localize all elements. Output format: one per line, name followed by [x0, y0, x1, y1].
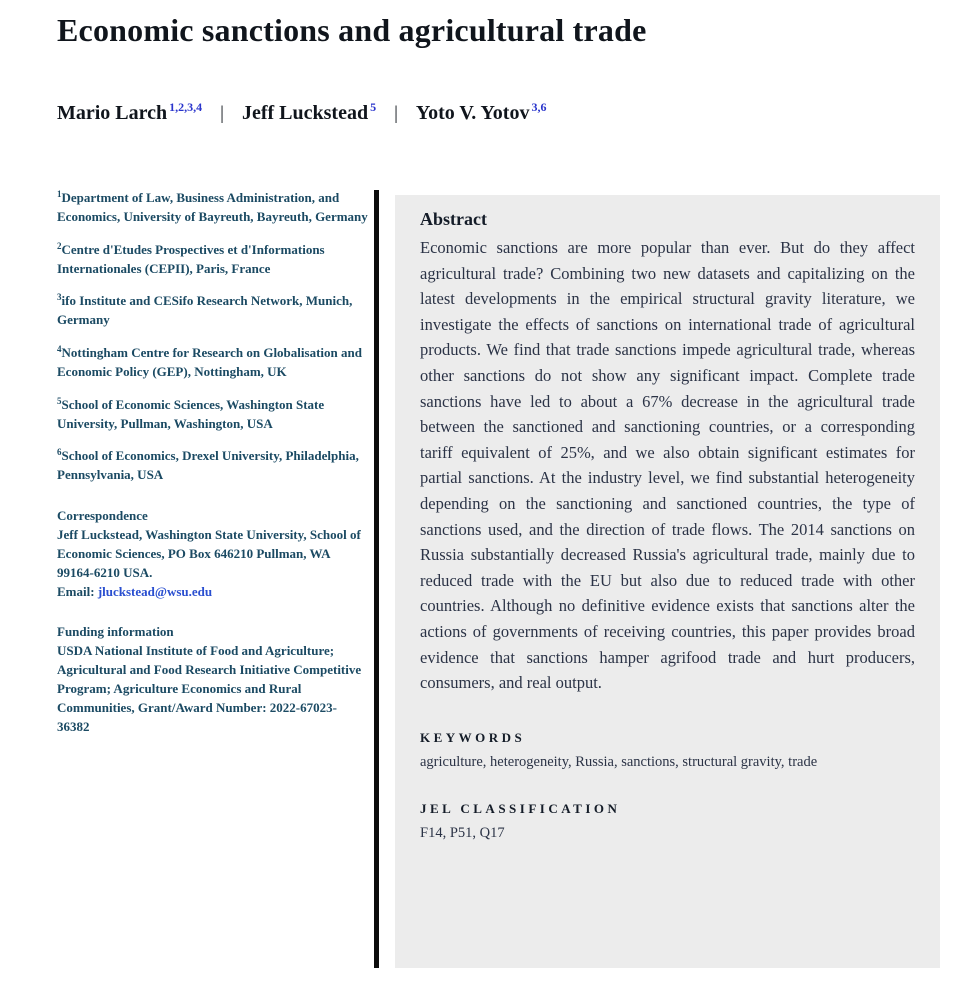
- authors-row: Mario Larch 1,2,3,4 | Jeff Luckstead 5 | Yoto …: [57, 100, 546, 125]
- affiliation-item: 3ifo Institute and CESifo Research Netwo…: [57, 291, 369, 330]
- affiliation-item: 4Nottingham Centre for Research on Globa…: [57, 343, 369, 382]
- author-separator: |: [220, 103, 224, 124]
- author: Mario Larch 1,2,3,4: [57, 100, 203, 124]
- correspondence-body: Jeff Luckstead, Washington State Univers…: [57, 526, 369, 601]
- author-name: Mario Larch: [57, 102, 168, 124]
- affiliation-superscript: 4: [57, 344, 62, 355]
- funding-heading: Funding information: [57, 624, 174, 640]
- funding-section: Funding information USDA National Instit…: [57, 623, 369, 736]
- affiliation-superscript: 3: [57, 292, 62, 303]
- affiliation-superscript: 5: [57, 395, 62, 406]
- author-superscript: 3,6: [531, 100, 547, 114]
- affiliation-item: 1Department of Law, Business Administrat…: [57, 188, 369, 227]
- email-label: Email:: [57, 583, 98, 599]
- abstract-panel: Abstract Economic sanctions are more pop…: [395, 195, 940, 968]
- correspondence-heading: Correspondence: [57, 508, 148, 524]
- affiliation-text: School of Economic Sciences, Washington …: [57, 396, 325, 431]
- author: Jeff Luckstead 5: [241, 100, 377, 124]
- affiliation-text: ifo Institute and CESifo Research Networ…: [57, 293, 353, 328]
- affiliation-superscript: 2: [57, 240, 62, 251]
- keywords-text: agriculture, heterogeneity, Russia, sanc…: [420, 753, 818, 770]
- correspondence-text: Jeff Luckstead, Washington State Univers…: [57, 526, 361, 580]
- column-divider: [374, 190, 379, 968]
- author-separator: |: [394, 103, 398, 124]
- funding-text: USDA National Institute of Food and Agri…: [57, 643, 362, 734]
- affiliation-superscript: 6: [57, 447, 62, 458]
- author-name: Yoto V. Yotov: [415, 102, 530, 124]
- author-superscript: 1,2,3,4: [169, 100, 203, 114]
- author: Yoto V. Yotov 3,6: [415, 100, 547, 124]
- affiliation-text: School of Economics, Drexel University, …: [57, 448, 359, 483]
- paper-title: Economic sanctions and agricultural trad…: [57, 12, 647, 48]
- affiliation-item: 6School of Economics, Drexel University,…: [57, 446, 369, 485]
- left-column: 1Department of Law, Business Administrat…: [57, 188, 369, 736]
- affiliation-text: Nottingham Centre for Research on Global…: [57, 345, 362, 379]
- author-name: Jeff Luckstead: [241, 102, 369, 124]
- affiliation-item: 5School of Economic Sciences, Washington…: [57, 395, 369, 434]
- affiliation-text: Centre d'Etudes Prospectives et d'Inform…: [57, 241, 325, 276]
- affiliation-item: 2Centre d'Etudes Prospectives et d'Infor…: [57, 240, 369, 279]
- abstract-text: Economic sanctions are more popular than…: [420, 238, 915, 693]
- jel-heading: JEL CLASSIFICATION: [420, 800, 621, 816]
- keywords-heading: KEYWORDS: [420, 729, 526, 745]
- correspondence-section: Correspondence Jeff Luckstead, Washingto…: [57, 507, 369, 601]
- author-superscript: 5: [370, 100, 377, 114]
- abstract-heading: Abstract: [420, 209, 487, 229]
- jel-text: F14, P51, Q17: [420, 824, 505, 841]
- email-link[interactable]: jluckstead@wsu.edu: [97, 583, 213, 599]
- affiliation-text: Department of Law, Business Administrati…: [57, 190, 368, 224]
- affiliation-superscript: 1: [57, 189, 62, 199]
